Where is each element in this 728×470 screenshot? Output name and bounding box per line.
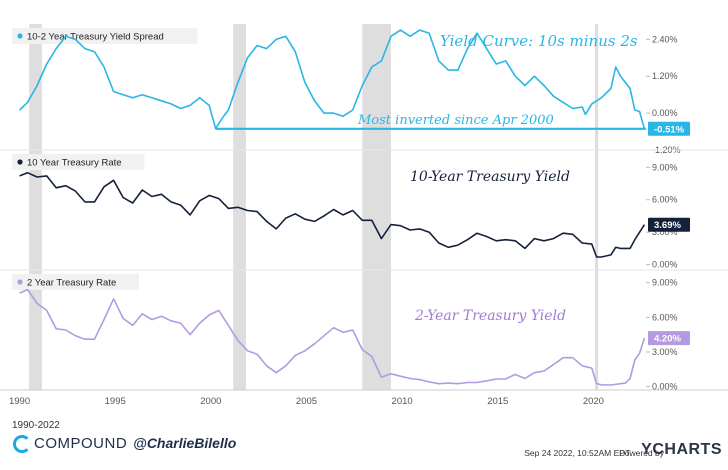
- x-tick-label: 1995: [105, 396, 126, 407]
- x-tick-label: 2015: [487, 396, 508, 407]
- powered-by-label: Powered by: [619, 448, 664, 458]
- y-tick-label: 9.00%: [652, 278, 678, 288]
- x-tick-label: 2000: [200, 396, 221, 407]
- legend-label-2: 2 Year Treasury Rate: [27, 278, 116, 289]
- y-tick-label: 0.00%: [652, 108, 678, 118]
- last-value-badge-2: [648, 331, 690, 346]
- recession-band-3: [594, 24, 599, 390]
- y-tick-label: 2.40%: [652, 34, 678, 44]
- y-tick-label: 9.00%: [652, 162, 678, 172]
- last-value-badge-1: [648, 217, 690, 232]
- annotation-1: 10-Year Treasury Yield: [410, 169, 570, 185]
- y-tick-label: 6.00%: [652, 195, 678, 205]
- recession-band-0: [29, 24, 42, 390]
- last-value-label-2: 4.20%: [654, 334, 681, 345]
- last-value-label-1: 3.69%: [654, 220, 681, 231]
- recession-band-1: [233, 24, 246, 390]
- x-tick-label: 2005: [296, 396, 317, 407]
- legend-marker-0: [17, 33, 23, 39]
- compound-logo-icon: [12, 434, 31, 453]
- brand-handle: @CharlieBilello: [133, 435, 237, 451]
- legend-marker-2: [17, 279, 23, 285]
- y-tick-label: 0.00%: [652, 260, 678, 270]
- date-range-label: 1990-2022: [12, 420, 60, 431]
- series-line-2: [19, 288, 646, 386]
- legend-label-1: 10 Year Treasury Rate: [27, 158, 122, 169]
- recession-band-2: [362, 24, 391, 390]
- last-value-badge-0: [648, 121, 690, 136]
- legend-box-0: [12, 28, 198, 44]
- y-tick-label: 1.20%: [652, 71, 678, 81]
- series-line-0: [19, 29, 646, 130]
- y-tick-label: 3.00%: [652, 227, 678, 237]
- series-line-1: [19, 171, 646, 258]
- legend-marker-1: [17, 159, 23, 165]
- annotation-0: Yield Curve: 10s minus 2s: [440, 32, 638, 50]
- legend-box-2: [12, 274, 139, 290]
- provider-logo: YCHARTS: [641, 441, 722, 458]
- last-value-label-0: -0.51%: [654, 124, 685, 135]
- y-tick-label: 0.00%: [652, 382, 678, 392]
- x-tick-label: 1990: [9, 396, 30, 407]
- legend-box-1: [12, 154, 145, 170]
- y-tick-label: 3.00%: [652, 347, 678, 357]
- chart: 2.40%1.20%0.00%-1.20%10-2 Year Treasury …: [0, 24, 728, 407]
- brand-logo-row: COMPOUND @CharlieBilello: [12, 434, 237, 453]
- annotation-2: 2-Year Treasury Yield: [414, 308, 566, 324]
- x-tick-label: 2020: [583, 396, 604, 407]
- timestamp: Sep 24 2022, 10:52AM EDT.: [524, 448, 632, 458]
- callout-label: Most inverted since Apr 2000: [357, 113, 554, 128]
- y-tick-label: 6.00%: [652, 312, 678, 322]
- legend-label-0: 10-2 Year Treasury Yield Spread: [27, 32, 164, 43]
- brand-name: COMPOUND: [34, 434, 128, 452]
- x-tick-label: 2010: [392, 396, 413, 407]
